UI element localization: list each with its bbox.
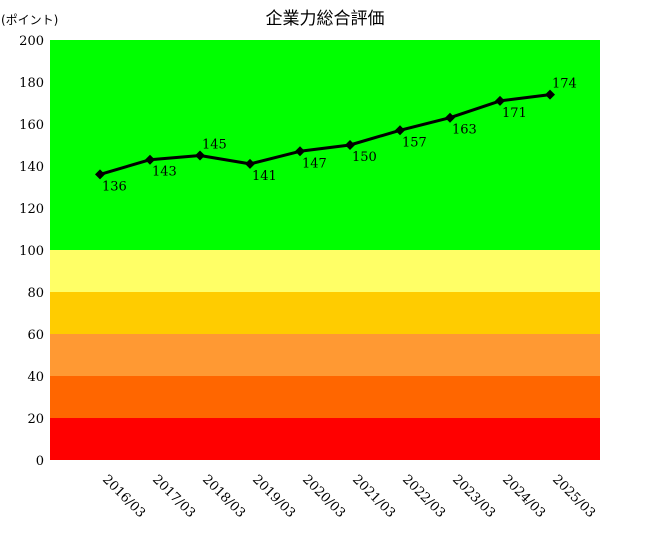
data-label: 136 [102, 179, 127, 194]
series-group: 136 143 145 141 147 150 157 163 171 174 [95, 77, 577, 194]
background-bands [50, 40, 600, 460]
data-point [145, 154, 155, 165]
data-point [445, 112, 455, 123]
data-label: 145 [202, 138, 227, 153]
x-tick-label: 2019/03 [249, 472, 298, 521]
x-axis-ticks: 2016/03 2017/03 2018/03 2019/03 2020/03 2021/… [99, 472, 598, 521]
chart-title: 企業力総合評価 [266, 9, 385, 29]
data-label: 150 [352, 150, 377, 165]
data-point [495, 95, 505, 106]
band-5 [50, 40, 600, 250]
x-tick-label: 2020/03 [299, 472, 348, 521]
y-tick-label: 120 [19, 202, 44, 217]
data-label: 157 [402, 135, 427, 150]
x-tick-label: 2022/03 [399, 472, 448, 521]
band-0 [50, 418, 600, 460]
y-axis-unit: (ポイント) [1, 13, 58, 27]
y-axis-ticks: 0 20 40 60 80 100 120 140 160 180 200 [19, 34, 44, 469]
band-1 [50, 376, 600, 418]
y-tick-label: 0 [36, 454, 44, 469]
data-point [545, 89, 555, 100]
band-3 [50, 292, 600, 334]
data-label: 141 [252, 169, 277, 184]
x-tick-label: 2023/03 [449, 472, 498, 521]
x-tick-label: 2018/03 [199, 472, 248, 521]
data-label: 143 [152, 165, 177, 180]
band-4 [50, 250, 600, 292]
data-point [345, 140, 355, 150]
y-tick-label: 100 [19, 244, 44, 259]
data-label: 171 [502, 106, 527, 121]
x-tick-label: 2016/03 [99, 472, 148, 521]
x-tick-label: 2025/03 [549, 472, 598, 521]
data-label: 147 [302, 156, 327, 171]
series-line [99, 93, 551, 176]
y-tick-label: 40 [27, 370, 44, 385]
y-tick-label: 140 [19, 160, 44, 175]
y-tick-label: 20 [27, 412, 44, 427]
y-tick-label: 80 [27, 286, 44, 301]
data-label: 174 [552, 77, 577, 92]
data-label: 163 [452, 123, 477, 138]
y-tick-label: 60 [27, 328, 44, 343]
data-point [95, 169, 105, 180]
x-tick-label: 2017/03 [149, 472, 198, 521]
x-tick-label: 2024/03 [499, 472, 548, 521]
y-tick-label: 200 [19, 34, 44, 49]
data-point [245, 158, 255, 169]
y-tick-label: 180 [19, 76, 44, 91]
band-2 [50, 334, 600, 376]
data-point [295, 146, 305, 157]
data-point [195, 150, 205, 161]
data-point [395, 125, 405, 136]
y-tick-label: 160 [19, 118, 44, 133]
x-tick-label: 2021/03 [349, 472, 398, 521]
